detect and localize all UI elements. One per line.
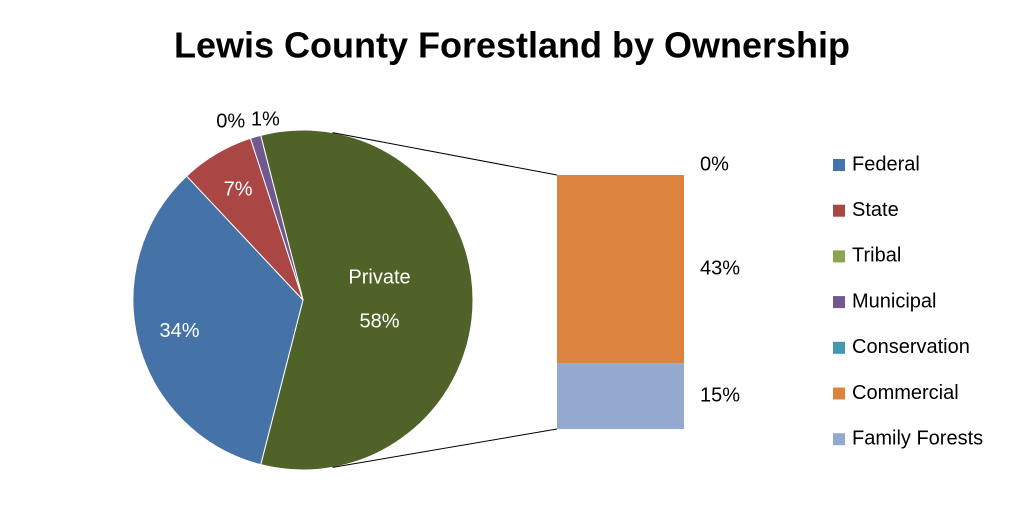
pie-slice bbox=[132, 175, 304, 466]
pie-slice bbox=[260, 129, 474, 471]
legend-swatch bbox=[833, 159, 845, 171]
legend-label: Commercial bbox=[852, 382, 959, 404]
legend-label: Federal bbox=[852, 153, 920, 175]
bar-label: 43% bbox=[700, 257, 740, 279]
bar-label: 15% bbox=[700, 384, 740, 406]
slice-label: 1% bbox=[251, 109, 280, 131]
bar-label: 0% bbox=[700, 153, 729, 175]
slice-label: 0% bbox=[216, 110, 245, 132]
chart-title: Lewis County Forestland by Ownership bbox=[174, 25, 850, 66]
connector bbox=[332, 132, 558, 176]
legend-label: State bbox=[852, 199, 899, 221]
legend-swatch bbox=[833, 341, 845, 354]
slice-name: Private bbox=[348, 266, 410, 288]
legend-label: Family Forests bbox=[852, 427, 983, 449]
slice-label: 7% bbox=[224, 179, 253, 201]
legend-swatch bbox=[833, 204, 845, 217]
legend-swatch bbox=[833, 296, 845, 309]
legend-swatch bbox=[833, 250, 845, 263]
pie-slice bbox=[249, 134, 304, 301]
legend-swatch bbox=[833, 387, 845, 400]
slice-label: 34% bbox=[159, 320, 199, 342]
bar-segment bbox=[557, 363, 684, 429]
legend-swatch bbox=[833, 433, 845, 446]
connector bbox=[332, 428, 558, 468]
legend-label: Tribal bbox=[852, 245, 901, 267]
legend-label: Conservation bbox=[852, 336, 970, 358]
bar-segment bbox=[557, 175, 684, 364]
legend-label: Municipal bbox=[852, 290, 936, 312]
slice-label: 58% bbox=[359, 310, 399, 332]
